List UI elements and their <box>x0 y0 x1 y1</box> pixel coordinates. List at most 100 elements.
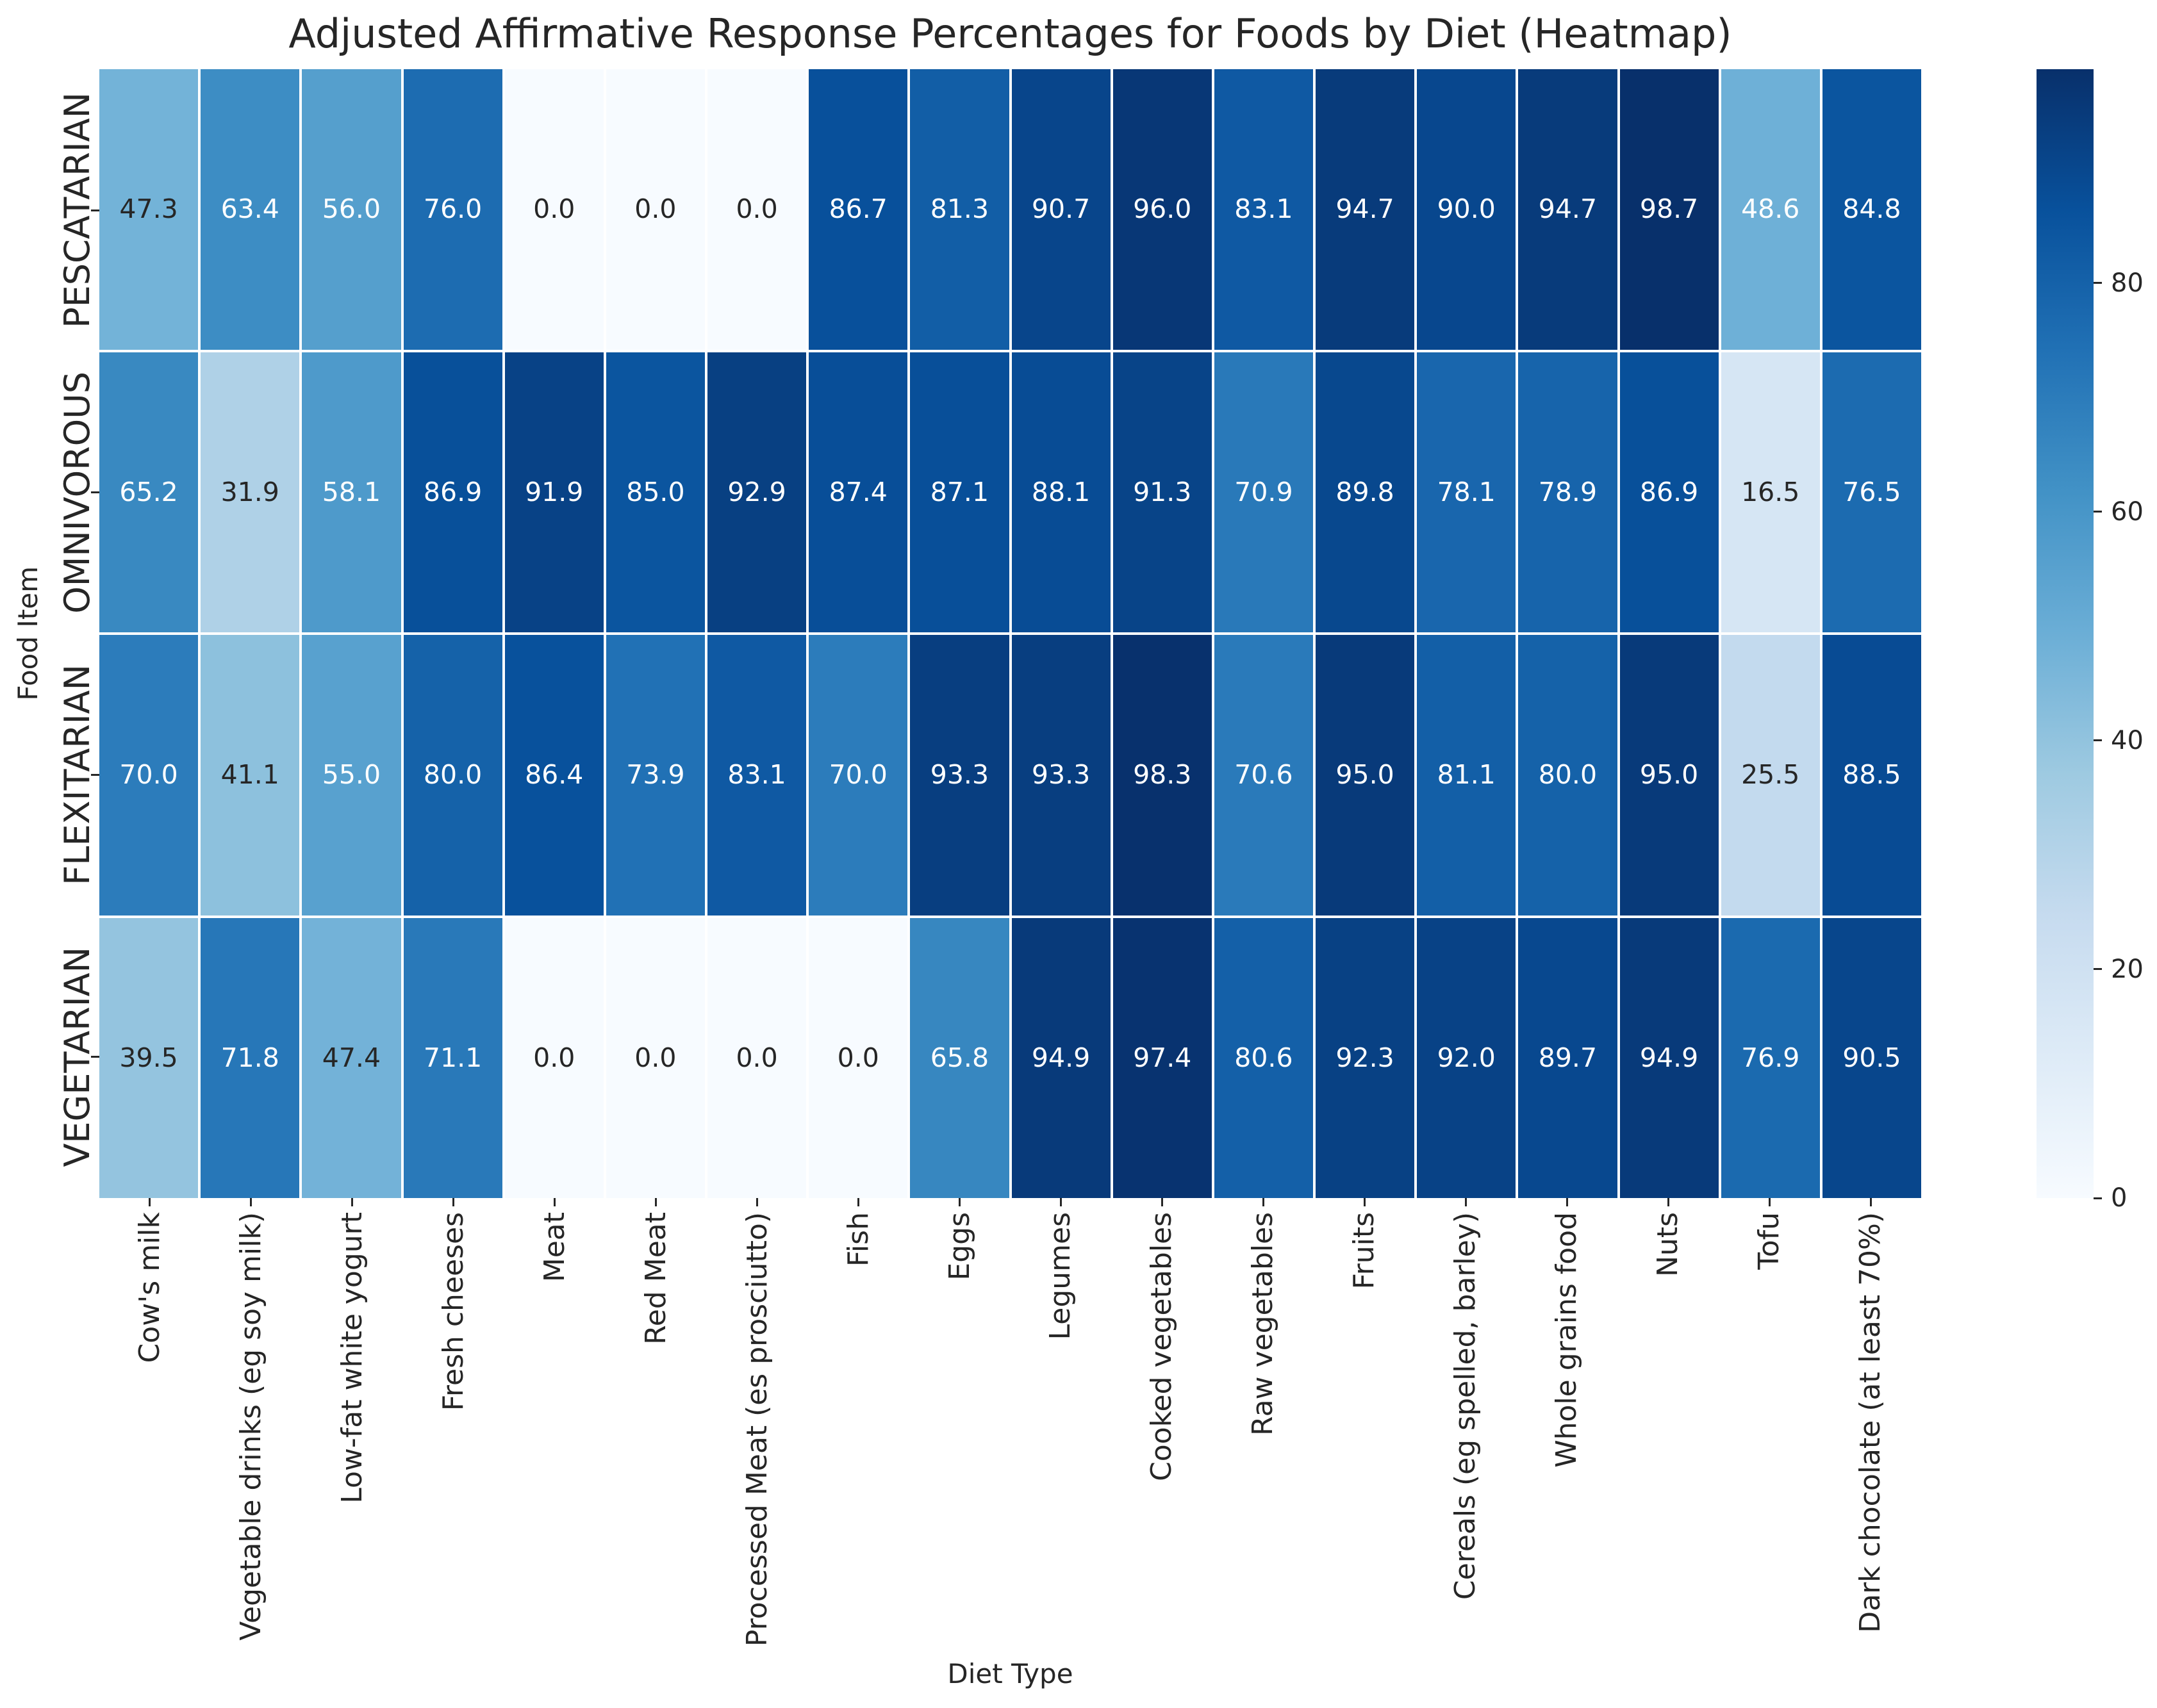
cell-value: 91.3 <box>1133 476 1192 507</box>
cell-value: 63.4 <box>220 193 279 225</box>
cell-value: 90.5 <box>1842 1042 1901 1073</box>
cell-value: 81.1 <box>1437 759 1496 791</box>
cell-value: 93.3 <box>1031 759 1091 791</box>
heatmap-cell: 98.3 <box>1112 635 1212 916</box>
cell-value: 80.0 <box>1538 759 1598 791</box>
x-tick-mark <box>1059 1198 1062 1206</box>
cell-value: 89.8 <box>1335 476 1394 507</box>
colorbar-tick-label: 60 <box>2111 497 2144 527</box>
heatmap-cell: 73.9 <box>606 635 705 916</box>
heatmap-cell: 47.4 <box>302 917 401 1198</box>
cell-value: 71.8 <box>220 1042 279 1073</box>
cell-value: 0.0 <box>634 193 677 225</box>
heatmap-cell: 76.5 <box>1822 352 1921 632</box>
heatmap-cell: 92.9 <box>707 352 807 632</box>
heatmap-cell: 97.4 <box>1112 917 1212 1198</box>
x-tick-mark <box>250 1198 252 1206</box>
heatmap-cell: 47.3 <box>99 69 199 350</box>
y-axis-title: Food Item <box>12 566 44 701</box>
cell-value: 16.5 <box>1741 476 1800 507</box>
column-label-text: Fish <box>841 1212 875 1267</box>
heatmap-cell: 0.0 <box>809 917 908 1198</box>
heatmap-cell: 86.7 <box>809 69 908 350</box>
cell-value: 58.1 <box>322 476 381 507</box>
colorbar-tick-mark <box>2094 282 2102 284</box>
cell-value: 92.3 <box>1335 1042 1394 1073</box>
heatmap-cell: 0.0 <box>707 69 807 350</box>
heatmap-cell: 89.8 <box>1316 352 1415 632</box>
heatmap-cell: 55.0 <box>302 635 401 916</box>
colorbar-tick-label: 0 <box>2111 1183 2128 1213</box>
column-label: Whole grains food <box>1516 1212 1617 1468</box>
colorbar <box>2037 69 2094 1198</box>
row-label-text: OMNIVOROUS <box>57 371 97 614</box>
column-label-text: Processed Meat (es prosciutto) <box>740 1212 773 1647</box>
heatmap-cell: 0.0 <box>504 917 604 1198</box>
cell-value: 87.1 <box>930 476 989 507</box>
cell-value: 97.4 <box>1133 1042 1192 1073</box>
x-tick-mark <box>1768 1198 1771 1206</box>
heatmap-cell: 81.3 <box>910 69 1009 350</box>
heatmap-cell: 48.6 <box>1721 69 1820 350</box>
y-tick-mark <box>91 1056 99 1058</box>
column-label-text: Tofu <box>1753 1212 1786 1270</box>
heatmap-cell: 70.0 <box>99 635 199 916</box>
x-tick-mark <box>655 1198 657 1206</box>
cell-value: 83.1 <box>727 759 786 791</box>
cell-value: 91.9 <box>525 476 584 507</box>
heatmap-cell: 71.8 <box>201 917 300 1198</box>
cell-value: 96.0 <box>1133 193 1192 225</box>
heatmap-cell: 41.1 <box>201 635 300 916</box>
heatmap-cell: 70.9 <box>1214 352 1313 632</box>
heatmap-cell: 92.0 <box>1417 917 1516 1198</box>
heatmap-cell: 88.5 <box>1822 635 1921 916</box>
cell-value: 95.0 <box>1335 759 1394 791</box>
column-label: Processed Meat (es prosciutto) <box>707 1212 808 1646</box>
heatmap-cell: 71.1 <box>403 917 502 1198</box>
column-label-text: Fruits <box>1348 1212 1381 1290</box>
heatmap-cell: 0.0 <box>606 69 705 350</box>
column-label: Cereals (eg spelled, barley) <box>1415 1212 1516 1600</box>
cell-value: 39.5 <box>119 1042 178 1073</box>
x-tick-mark <box>351 1198 354 1206</box>
heatmap-cell: 85.0 <box>606 352 705 632</box>
heatmap-cell: 90.0 <box>1417 69 1516 350</box>
cell-value: 41.1 <box>220 759 279 791</box>
cell-value: 87.4 <box>829 476 888 507</box>
cell-value: 78.9 <box>1538 476 1598 507</box>
column-label: Fruits <box>1314 1212 1415 1289</box>
column-label-text: Fresh cheeses <box>436 1212 470 1411</box>
heatmap-cell: 65.8 <box>910 917 1009 1198</box>
heatmap-cell: 0.0 <box>707 917 807 1198</box>
column-label-text: Cow's milk <box>133 1212 166 1363</box>
heatmap-cell: 90.5 <box>1822 917 1921 1198</box>
row-label-text: VEGETARIAN <box>57 946 97 1167</box>
x-tick-mark <box>1363 1198 1366 1206</box>
cell-value: 0.0 <box>533 193 575 225</box>
heatmap-cell: 94.9 <box>1619 917 1719 1198</box>
cell-value: 65.2 <box>119 476 178 507</box>
cell-value: 0.0 <box>837 1042 879 1073</box>
cell-value: 56.0 <box>322 193 381 225</box>
heatmap-cell: 80.0 <box>1518 635 1617 916</box>
cell-value: 25.5 <box>1741 759 1800 791</box>
column-label: Low-fat white yogurt <box>302 1212 403 1504</box>
heatmap-cell: 65.2 <box>99 352 199 632</box>
cell-value: 98.7 <box>1639 193 1699 225</box>
heatmap-cell: 84.8 <box>1822 69 1921 350</box>
y-axis-title-wrap: Food Item <box>9 69 47 1198</box>
column-label: Raw vegetables <box>1212 1212 1314 1436</box>
colorbar-tick-mark <box>2094 968 2102 971</box>
column-label-text: Vegetable drinks (eg soy milk) <box>234 1212 267 1641</box>
cell-value: 47.4 <box>322 1042 381 1073</box>
column-label: Nuts <box>1617 1212 1719 1277</box>
column-label-text: Eggs <box>943 1212 976 1281</box>
x-tick-mark <box>1161 1198 1163 1206</box>
cell-value: 70.0 <box>119 759 178 791</box>
cell-value: 76.5 <box>1842 476 1901 507</box>
heatmap-cell: 90.7 <box>1011 69 1111 350</box>
column-label-text: Legumes <box>1044 1212 1077 1340</box>
column-label: Tofu <box>1719 1212 1820 1270</box>
cell-value: 0.0 <box>533 1042 575 1073</box>
heatmap-cell: 80.6 <box>1214 917 1313 1198</box>
